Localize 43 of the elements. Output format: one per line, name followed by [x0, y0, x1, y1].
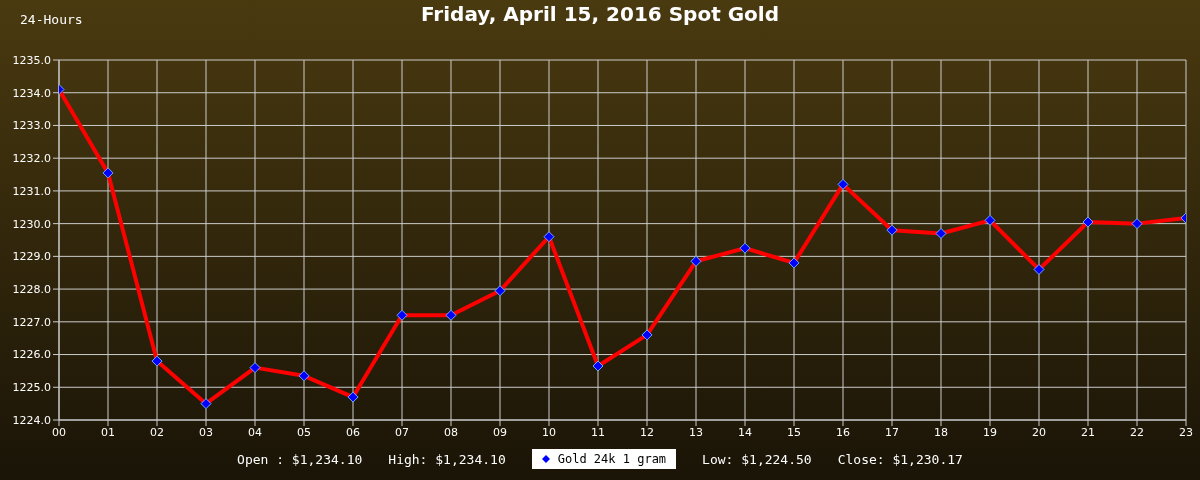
y-tick-label: 1225.0	[12, 381, 51, 395]
x-tick-label: 22	[1130, 425, 1144, 439]
y-tick-label: 1234.0	[12, 86, 51, 100]
x-tick-label: 08	[444, 425, 458, 439]
y-tick-label: 1232.0	[12, 152, 51, 166]
y-tick-label: 1235.0	[12, 53, 51, 67]
x-tick-label: 03	[199, 425, 213, 439]
x-tick-label: 10	[542, 425, 556, 439]
x-tick-label: 02	[150, 425, 164, 439]
x-tick-label: 23	[1179, 425, 1193, 439]
y-tick-label: 1229.0	[12, 250, 51, 264]
text: Open : $1,234.10	[237, 451, 363, 467]
x-tick-label: 20	[1032, 425, 1046, 439]
x-tick-label: 17	[885, 425, 899, 439]
x-tick-label: 01	[101, 425, 115, 439]
x-tick-label: 21	[1081, 425, 1095, 439]
y-tick-label: 1224.0	[12, 413, 51, 427]
x-tick-label: 16	[836, 425, 850, 439]
y-tick-label: 1230.0	[12, 217, 51, 231]
x-tick-label: 19	[983, 425, 997, 439]
y-tick-label: 1226.0	[12, 348, 51, 362]
x-tick-label: 09	[493, 425, 507, 439]
y-tick-label: 1233.0	[12, 119, 51, 133]
x-tick-label: 15	[787, 425, 801, 439]
x-tick-label: 04	[248, 425, 262, 439]
x-tick-label: 11	[591, 425, 605, 439]
x-tick-label: 12	[640, 425, 654, 439]
text: High: $1,234.10	[388, 451, 506, 467]
y-tick-label: 1231.0	[12, 184, 51, 198]
x-tick-label: 13	[689, 425, 703, 439]
x-tick-label: 00	[52, 425, 66, 439]
x-tick-label: 07	[395, 425, 409, 439]
chart-title: Friday, April 15, 2016 Spot Gold	[420, 2, 779, 26]
x-tick-label: 06	[346, 425, 360, 439]
y-tick-label: 1228.0	[12, 283, 51, 296]
text: 24-Hours	[20, 12, 83, 27]
x-tick-label: 14	[738, 425, 752, 439]
text: Close: $1,230.17	[837, 451, 963, 467]
text: Low: $1,224.50	[702, 451, 812, 467]
legend-label: Gold 24k 1 gram	[557, 452, 667, 466]
x-tick-label: 18	[934, 425, 948, 439]
x-tick-label: 05	[297, 425, 311, 439]
y-tick-label: 1227.0	[12, 315, 51, 329]
